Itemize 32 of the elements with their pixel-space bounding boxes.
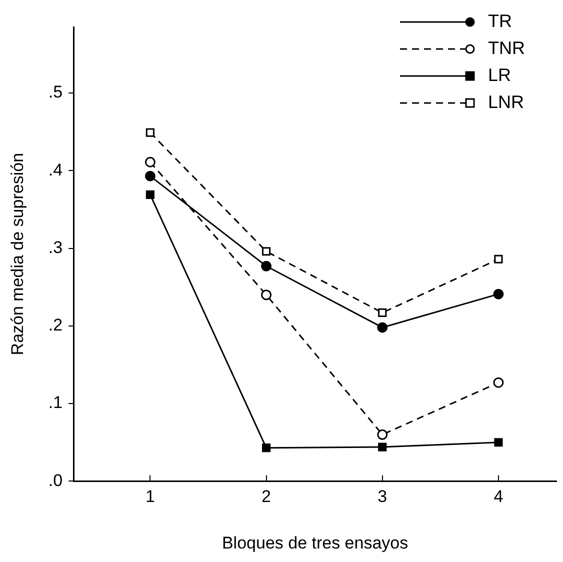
y-tick-label: .4 xyxy=(48,160,63,180)
point xyxy=(261,290,272,300)
x-tick-label: 1 xyxy=(145,487,155,506)
x-tick-label: 3 xyxy=(378,487,388,506)
legend-label: TR xyxy=(488,11,512,32)
point xyxy=(494,438,503,447)
point xyxy=(493,377,504,388)
x-tick-label: 2 xyxy=(262,487,272,506)
legend-label: TNR xyxy=(488,38,525,59)
point xyxy=(261,260,272,272)
y-tick-label: .2 xyxy=(48,316,63,335)
point xyxy=(262,444,271,452)
y-axis-title: Razón media de supresión xyxy=(8,152,27,356)
x-axis-title: Bloques de tres ensayos xyxy=(222,533,408,552)
point xyxy=(494,254,503,264)
point xyxy=(144,156,156,168)
x-tick-label: 4 xyxy=(494,487,504,506)
point xyxy=(262,247,271,256)
point xyxy=(493,288,504,300)
point xyxy=(377,322,388,333)
y-tick-label: .1 xyxy=(48,393,63,412)
y-tick-label: .3 xyxy=(48,238,63,257)
point xyxy=(146,128,154,137)
legend-label: LR xyxy=(488,65,512,86)
point xyxy=(378,308,387,318)
y-tick-label: .0 xyxy=(48,470,63,490)
point xyxy=(144,170,156,182)
point xyxy=(146,190,154,199)
y-tick-label: .5 xyxy=(48,82,63,102)
legend-label: LNR xyxy=(488,92,524,113)
point xyxy=(378,442,387,452)
point xyxy=(377,429,388,440)
